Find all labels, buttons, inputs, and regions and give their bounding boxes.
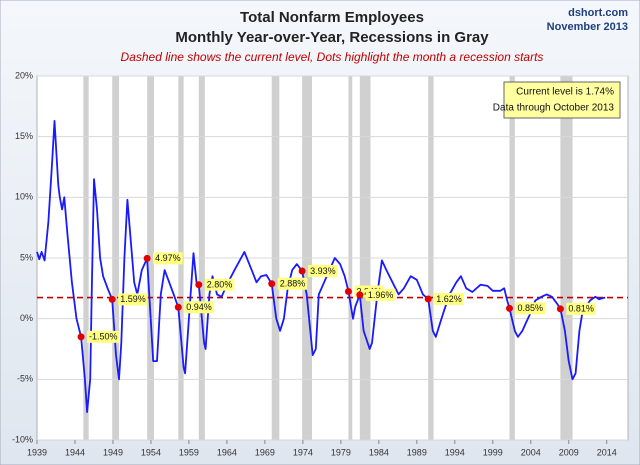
- dot-label: -1.50%: [87, 330, 120, 343]
- recession-dot: [298, 267, 306, 275]
- label-box: [308, 264, 338, 277]
- recession-dot: [143, 254, 151, 262]
- y-tick-label: 10%: [15, 192, 33, 202]
- plot: -10% -5% 0% 5% 10% 15% 20% 1939 1944 1949 1954 1959…: [12, 70, 628, 457]
- data-line: [36, 120, 606, 413]
- data-label: 0.81%: [568, 304, 594, 314]
- date: November 2013: [547, 21, 628, 33]
- recession-dot: [108, 295, 116, 303]
- label-box: [365, 288, 396, 301]
- data-label: -1.50%: [89, 332, 118, 342]
- label-box: [566, 302, 596, 315]
- x-tick-label: 1989: [407, 447, 427, 457]
- x-tick-label: 1939: [27, 447, 47, 457]
- x-tick-label: 1974: [293, 447, 313, 457]
- dot-label: 2.88%: [277, 277, 308, 290]
- y-tick-label: 0%: [20, 313, 33, 323]
- info-line: Data through October 2013: [493, 103, 615, 114]
- x-tick-label: 1979: [331, 447, 351, 457]
- x-tick-label: 1954: [141, 447, 161, 457]
- dot-label: 0.85%: [515, 302, 546, 315]
- y-tick-label: 20%: [15, 70, 33, 80]
- dot-label: 0.94%: [184, 301, 214, 314]
- dot-label: 1.96%: [365, 288, 396, 301]
- chart-note: Dashed line shows the current level, Dot…: [121, 50, 544, 64]
- source: dshort.com: [568, 7, 628, 19]
- x-tick-label: 1959: [179, 447, 199, 457]
- x-tick-label: 1944: [65, 447, 85, 457]
- label-box: [153, 252, 183, 265]
- recession-dot: [424, 295, 432, 303]
- data-label: 0.94%: [186, 302, 212, 312]
- dot-label: 2.80%: [204, 278, 235, 291]
- data-label: 1.59%: [120, 294, 146, 304]
- label-box: [184, 301, 214, 314]
- recession-dot: [174, 303, 182, 311]
- x-tick-label: 1994: [445, 447, 465, 457]
- data-label: 4.97%: [155, 253, 181, 263]
- data-label: 2.80%: [207, 280, 233, 290]
- label-box: [204, 278, 235, 291]
- dot-label: 4.97%: [153, 252, 183, 265]
- chart-title: Total Nonfarm Employees: [240, 9, 424, 26]
- dot-label: 3.93%: [308, 264, 338, 277]
- recession-dot: [195, 281, 203, 289]
- recession-dot: [556, 305, 564, 313]
- dot-label: 1.59%: [118, 293, 148, 306]
- x-tick-label: 1984: [369, 447, 389, 457]
- dot-label: 1.62%: [434, 293, 464, 306]
- y-tick-label: -10%: [12, 434, 33, 444]
- recession-dot: [344, 287, 352, 295]
- x-tick-label: 1964: [217, 447, 237, 457]
- recession-dot: [77, 333, 85, 341]
- dot-label: 0.81%: [566, 302, 596, 315]
- recession-dot: [505, 304, 513, 312]
- data-label: 3.93%: [310, 266, 336, 276]
- label-box: [118, 293, 148, 306]
- label-box: [434, 293, 464, 306]
- x-tick-label: 2009: [559, 447, 579, 457]
- y-tick-label: 5%: [20, 252, 33, 262]
- data-label: 2.88%: [280, 279, 306, 289]
- data-label: 1.96%: [368, 290, 394, 300]
- recession-dot: [268, 280, 276, 288]
- data-label: 1.62%: [436, 294, 462, 304]
- x-tick-label: 1949: [103, 447, 123, 457]
- y-tick-label: 15%: [15, 131, 33, 141]
- recession-dot: [356, 291, 364, 299]
- x-tick-label: 2004: [521, 447, 541, 457]
- data-label: 0.85%: [517, 303, 543, 313]
- label-box: [277, 277, 308, 290]
- label-box: [515, 302, 546, 315]
- y-tick-label: -5%: [17, 374, 33, 384]
- chart-subtitle: Monthly Year-over-Year, Recessions in Gr…: [175, 29, 489, 46]
- label-box: [87, 330, 120, 343]
- info-box: [503, 81, 621, 119]
- x-tick-label: 2014: [597, 447, 617, 457]
- x-tick-label: 1999: [483, 447, 503, 457]
- x-tick-label: 1969: [255, 447, 275, 457]
- info-line: Current level is 1.74%: [516, 87, 614, 98]
